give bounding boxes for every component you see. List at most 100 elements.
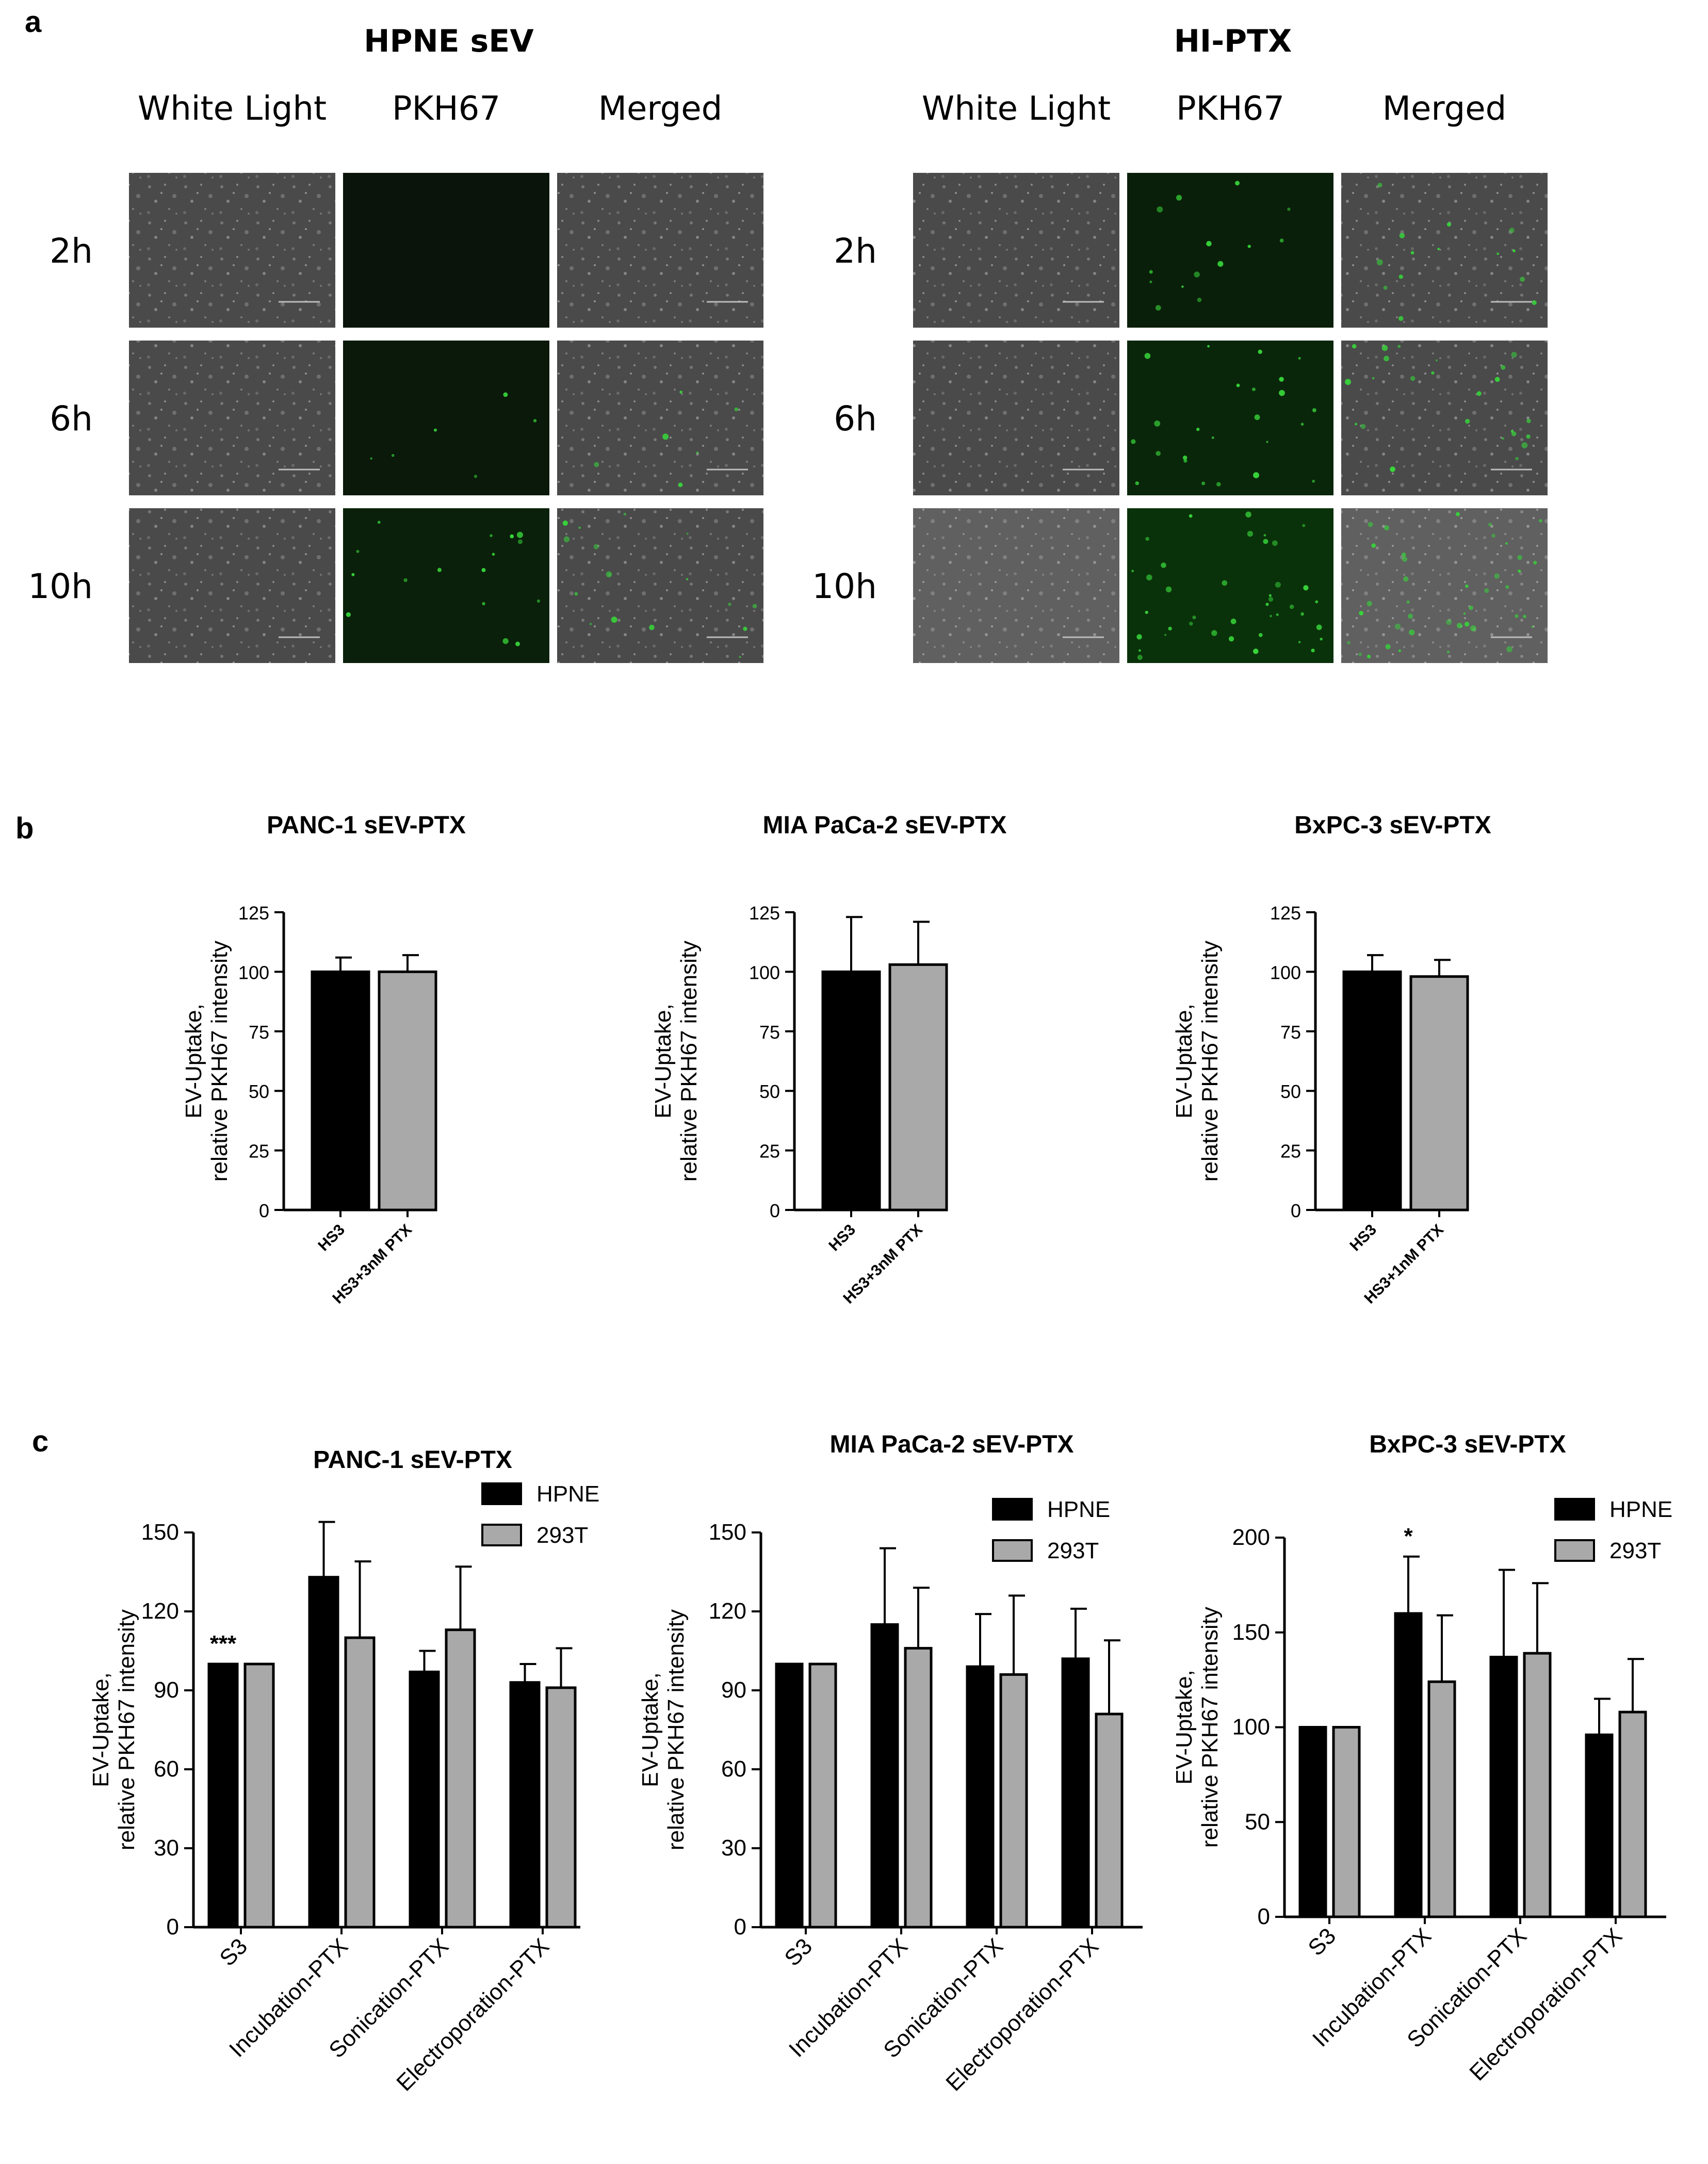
green-dot bbox=[611, 616, 617, 623]
y-tick-label: 125 bbox=[749, 902, 780, 924]
green-dot bbox=[1211, 630, 1217, 636]
y-tick-label: 0 bbox=[1291, 1200, 1301, 1221]
green-dot bbox=[377, 521, 381, 524]
green-dot bbox=[481, 568, 486, 572]
y-axis-label-line2: relative PKH67 intensity bbox=[207, 941, 232, 1182]
green-dot bbox=[1526, 418, 1531, 424]
x-category-text: S3 bbox=[1303, 1923, 1341, 1961]
green-dot bbox=[593, 544, 599, 550]
legend-label: HPNE bbox=[1047, 1497, 1110, 1522]
green-dot bbox=[1149, 280, 1152, 283]
row-label: 10h bbox=[812, 567, 877, 606]
green-dot bbox=[1446, 619, 1452, 625]
green-dot bbox=[1403, 576, 1409, 582]
legend-label: HPNE bbox=[536, 1481, 599, 1507]
green-dot bbox=[1437, 248, 1440, 251]
x-category-label: HS3 bbox=[1346, 1221, 1380, 1255]
y-axis-label-line1: EV-Uptake, bbox=[181, 1004, 206, 1119]
green-dot bbox=[1164, 634, 1167, 636]
green-dot bbox=[510, 534, 514, 539]
green-dot bbox=[1398, 649, 1401, 652]
green-dot bbox=[1289, 604, 1294, 609]
green-dot bbox=[1523, 615, 1526, 618]
column-label: PKH67 bbox=[392, 90, 500, 128]
micrograph-white-light bbox=[913, 508, 1119, 663]
micrograph-merged bbox=[557, 341, 763, 495]
y-tick-label: 25 bbox=[759, 1141, 780, 1162]
green-dot bbox=[1136, 634, 1142, 640]
green-dot bbox=[1189, 514, 1193, 518]
x-category-text: S3 bbox=[215, 1933, 252, 1971]
bar-293t bbox=[1332, 1726, 1361, 1918]
bar-293t bbox=[445, 1628, 476, 1929]
green-dot bbox=[1408, 613, 1413, 619]
green-dot bbox=[1268, 596, 1274, 602]
green-dot bbox=[1368, 522, 1373, 527]
green-dot bbox=[696, 451, 699, 454]
y-tick-label: 90 bbox=[154, 1677, 179, 1703]
significance-marker: * bbox=[1404, 1524, 1413, 1549]
green-dot bbox=[1258, 633, 1263, 637]
green-dot bbox=[1165, 586, 1172, 592]
green-dot bbox=[1189, 622, 1193, 626]
green-dot bbox=[1196, 428, 1200, 431]
chart-3: BxPC-3 sEV-PTX EV-Uptake, relative PKH67 i… bbox=[1172, 812, 1491, 1307]
micrograph-background bbox=[343, 341, 549, 495]
bar-hpne bbox=[1394, 1612, 1423, 1918]
green-dot bbox=[1394, 623, 1401, 629]
y-tick-label: 125 bbox=[238, 902, 269, 924]
micrograph-background bbox=[557, 341, 763, 495]
green-dot bbox=[370, 457, 372, 460]
green-dot bbox=[686, 578, 689, 580]
green-dot bbox=[1494, 377, 1500, 382]
bar-hpne bbox=[409, 1670, 440, 1929]
green-dot bbox=[606, 571, 612, 577]
green-dot bbox=[1491, 534, 1495, 538]
green-dot bbox=[1347, 641, 1351, 644]
green-dot bbox=[1182, 455, 1188, 460]
green-dot bbox=[1279, 390, 1285, 396]
bar-293t bbox=[1618, 1710, 1647, 1918]
micrograph-white-light bbox=[129, 173, 335, 328]
y-axis-label-line2: relative PKH67 intensity bbox=[1197, 1607, 1223, 1848]
bar-hpne bbox=[966, 1665, 995, 1929]
y-axis-label-line1: EV-Uptake, bbox=[1172, 1004, 1197, 1119]
green-dot bbox=[1398, 274, 1403, 279]
green-dot bbox=[1157, 206, 1163, 213]
green-dot bbox=[1476, 391, 1482, 396]
green-dot bbox=[1311, 649, 1315, 653]
green-dot bbox=[1511, 351, 1517, 358]
y-axis-label-line2: relative PKH67 intensity bbox=[1197, 941, 1223, 1182]
green-dot bbox=[482, 602, 485, 606]
y-tick-label: 50 bbox=[249, 1081, 269, 1102]
micrograph-white-light bbox=[913, 341, 1119, 495]
y-tick-label: 50 bbox=[1280, 1081, 1301, 1102]
y-tick-label: 60 bbox=[154, 1756, 179, 1782]
group-title: HI-PTX bbox=[1174, 23, 1292, 59]
chart-title: PANC-1 sEV-PTX bbox=[267, 812, 466, 839]
green-dot bbox=[1247, 530, 1254, 537]
bar-293t bbox=[545, 1686, 577, 1929]
green-dot bbox=[1216, 482, 1221, 487]
green-dot bbox=[678, 482, 683, 487]
green-dot bbox=[1266, 441, 1268, 443]
green-dot bbox=[1446, 222, 1451, 227]
y-tick-label: 200 bbox=[1232, 1525, 1270, 1550]
x-category-text: S3 bbox=[779, 1933, 817, 1971]
green-dot bbox=[1258, 349, 1262, 354]
bar bbox=[888, 963, 948, 1212]
green-dot bbox=[562, 520, 568, 526]
green-dot bbox=[1146, 574, 1152, 580]
green-dot bbox=[1384, 525, 1389, 530]
bar bbox=[311, 970, 370, 1212]
bar-293t bbox=[904, 1646, 933, 1929]
bar-293t bbox=[1523, 1652, 1552, 1918]
legend-swatch bbox=[992, 1498, 1033, 1521]
green-dot bbox=[1360, 424, 1366, 429]
green-dot bbox=[1181, 285, 1184, 288]
y-tick-label: 25 bbox=[1280, 1141, 1301, 1162]
bar-hpne bbox=[1298, 1726, 1327, 1918]
green-dot bbox=[502, 638, 509, 644]
column-label: PKH67 bbox=[1176, 90, 1284, 128]
green-dot bbox=[1265, 603, 1269, 606]
